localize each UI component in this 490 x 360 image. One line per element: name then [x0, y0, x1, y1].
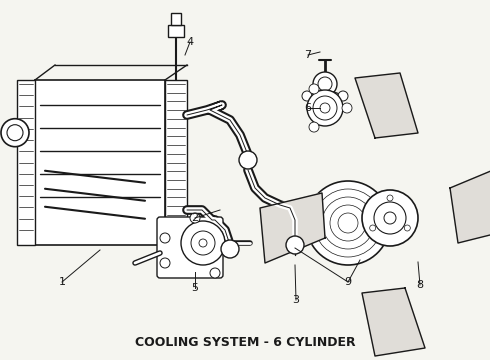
Circle shape — [309, 84, 319, 94]
Circle shape — [338, 91, 348, 101]
Bar — [168, 25, 184, 37]
Circle shape — [307, 90, 343, 126]
Circle shape — [374, 202, 406, 234]
Circle shape — [320, 103, 330, 113]
Bar — [17, 80, 35, 245]
Text: 6: 6 — [304, 103, 312, 113]
FancyBboxPatch shape — [157, 217, 223, 278]
Circle shape — [362, 190, 418, 246]
Polygon shape — [450, 163, 490, 243]
Circle shape — [342, 103, 352, 113]
Circle shape — [369, 225, 376, 231]
Circle shape — [313, 72, 337, 96]
Bar — [171, 13, 181, 25]
Ellipse shape — [310, 91, 340, 101]
Text: 9: 9 — [344, 277, 351, 287]
Polygon shape — [362, 288, 425, 356]
Polygon shape — [355, 73, 418, 138]
Circle shape — [239, 151, 257, 169]
Circle shape — [160, 258, 170, 268]
Circle shape — [221, 240, 239, 258]
Circle shape — [313, 96, 337, 120]
Text: 3: 3 — [293, 295, 299, 305]
Text: 8: 8 — [416, 280, 423, 290]
Text: 7: 7 — [304, 50, 312, 60]
Polygon shape — [260, 193, 325, 263]
Circle shape — [309, 122, 319, 132]
Circle shape — [190, 213, 200, 223]
Circle shape — [210, 268, 220, 278]
Circle shape — [181, 221, 225, 265]
Text: COOLING SYSTEM - 6 CYLINDER: COOLING SYSTEM - 6 CYLINDER — [135, 336, 355, 348]
Bar — [35, 80, 165, 245]
Circle shape — [302, 91, 312, 101]
Circle shape — [384, 212, 396, 224]
Text: 2: 2 — [192, 213, 198, 223]
Circle shape — [387, 195, 393, 201]
Bar — [165, 80, 187, 245]
Circle shape — [191, 231, 215, 255]
Circle shape — [404, 225, 410, 231]
Circle shape — [199, 239, 207, 247]
Circle shape — [160, 233, 170, 243]
Circle shape — [318, 77, 332, 91]
Circle shape — [7, 125, 23, 141]
Text: 1: 1 — [58, 277, 66, 287]
Text: 5: 5 — [192, 283, 198, 293]
Circle shape — [1, 119, 29, 147]
Circle shape — [286, 236, 304, 254]
Text: 4: 4 — [186, 37, 194, 47]
Circle shape — [306, 181, 390, 265]
